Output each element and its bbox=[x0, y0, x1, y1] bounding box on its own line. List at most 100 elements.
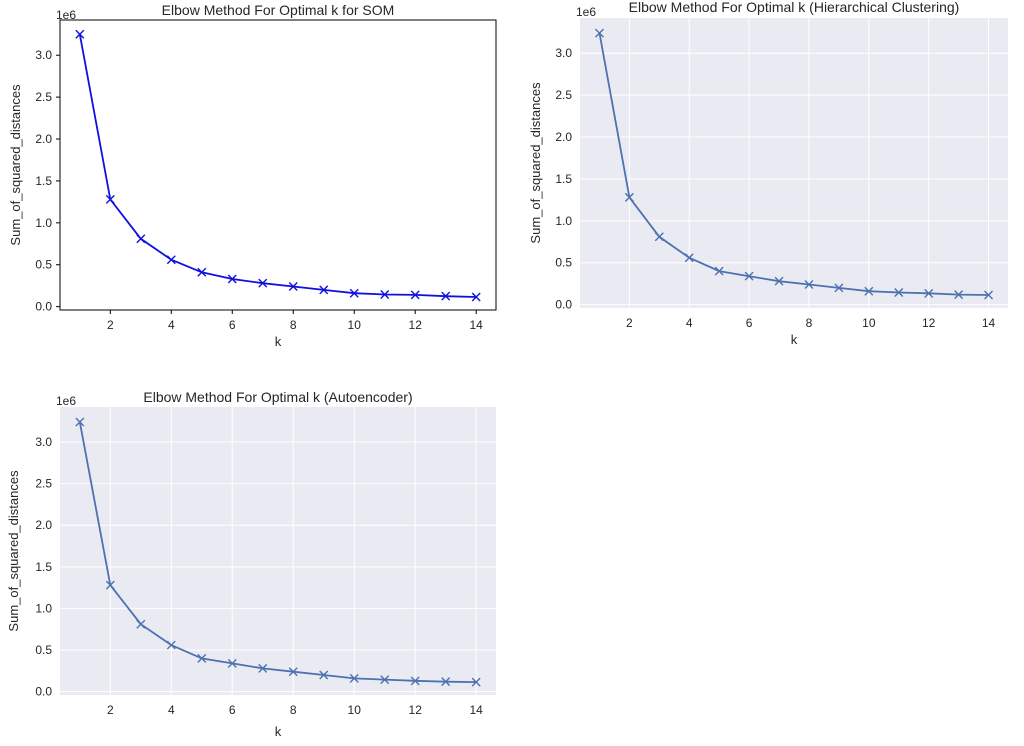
hier-data-point bbox=[834, 283, 844, 293]
hier-data-point bbox=[954, 290, 964, 300]
ae-y-tick-label: 1.0 bbox=[35, 601, 52, 615]
hier-data-point bbox=[894, 287, 904, 297]
som-y-tick-label: 2.0 bbox=[35, 132, 52, 146]
som-data-point bbox=[258, 278, 268, 288]
som-data-point bbox=[227, 274, 237, 284]
som-y-tick-label: 0.5 bbox=[35, 258, 52, 272]
ae-x-tick-label: 14 bbox=[470, 703, 484, 717]
hier-data-point bbox=[684, 253, 694, 263]
hier-y-offset-label: 1e6 bbox=[576, 5, 596, 19]
ae-data-point bbox=[258, 663, 268, 673]
som-data-point bbox=[197, 267, 207, 277]
ae-y-tick-label: 1.5 bbox=[35, 560, 52, 574]
hier-y-tick-label: 0.0 bbox=[555, 298, 572, 312]
ae-x-axis-label: k bbox=[275, 724, 282, 739]
som-y-tick-label: 1.0 bbox=[35, 216, 52, 230]
som-x-tick-label: 12 bbox=[409, 318, 423, 332]
hier-data-point bbox=[804, 280, 814, 290]
som-x-tick-label: 8 bbox=[290, 318, 297, 332]
ae-y-tick-label: 3.0 bbox=[35, 435, 52, 449]
ae-x-tick-label: 6 bbox=[229, 703, 236, 717]
ae-data-point bbox=[288, 667, 298, 677]
som-y-tick-label: 3.0 bbox=[35, 48, 52, 62]
hier-data-point bbox=[924, 288, 934, 298]
ae-data-point bbox=[410, 676, 420, 686]
ae-chart-title: Elbow Method For Optimal k (Autoencoder) bbox=[143, 389, 412, 405]
hier-y-tick-label: 0.5 bbox=[555, 256, 572, 270]
som-elbow-chart: 2 4 6 8 10 12 14 0.0 0.5 1.0 1.5 2.0 2.5 3.0 Elbow Met… bbox=[0, 0, 510, 360]
ae-data-point bbox=[227, 658, 237, 668]
ae-plot-area bbox=[60, 407, 496, 695]
hier-y-tick-label: 3.0 bbox=[555, 46, 572, 60]
som-x-tick-label: 10 bbox=[348, 318, 362, 332]
hier-data-point bbox=[984, 290, 994, 300]
hier-data-point bbox=[864, 286, 874, 296]
ae-x-tick-label: 12 bbox=[409, 703, 423, 717]
som-data-point bbox=[288, 282, 298, 292]
som-series-line bbox=[78, 34, 477, 298]
ae-data-point bbox=[75, 417, 85, 427]
som-x-tick-label: 2 bbox=[107, 318, 114, 332]
hier-chart-title: Elbow Method For Optimal k (Hierarchical… bbox=[629, 0, 960, 15]
ae-data-point bbox=[319, 670, 329, 680]
hierarchical-elbow-chart-svg: 2 4 6 8 10 12 14 0.0 0.5 1.0 1.5 2.0 2.5 3.0 Elbow Met… bbox=[528, 0, 1008, 347]
autoencoder-elbow-chart: 2 4 6 8 10 12 14 0.0 0.5 1.0 1.5 2.0 2.5 3.0 Elbow Met… bbox=[0, 385, 510, 741]
ae-x-tick-label: 10 bbox=[348, 703, 362, 717]
hier-x-tick-label: 4 bbox=[686, 316, 693, 330]
som-data-point bbox=[105, 194, 115, 204]
hier-data-point bbox=[654, 232, 664, 242]
hierarchical-elbow-chart: 2 4 6 8 10 12 14 0.0 0.5 1.0 1.5 2.0 2.5 3.0 Elbow Met… bbox=[520, 0, 1024, 360]
ae-data-point bbox=[197, 653, 207, 663]
ae-y-tick-label: 2.5 bbox=[35, 477, 52, 491]
ae-series-line bbox=[78, 421, 477, 683]
som-y-offset-label: 1e6 bbox=[56, 8, 76, 22]
som-data-point bbox=[136, 234, 146, 244]
ae-data-point bbox=[349, 673, 359, 683]
som-data-point bbox=[349, 288, 359, 298]
autoencoder-elbow-chart-svg: 2 4 6 8 10 12 14 0.0 0.5 1.0 1.5 2.0 2.5 3.0 Elbow Met… bbox=[6, 389, 496, 739]
som-data-point bbox=[471, 292, 481, 302]
hier-x-axis-label: k bbox=[791, 332, 798, 347]
ae-y-offset-label: 1e6 bbox=[56, 394, 76, 408]
hier-data-point bbox=[594, 28, 604, 38]
som-x-tick-label: 6 bbox=[229, 318, 236, 332]
ae-y-tick-label: 0.0 bbox=[35, 685, 52, 699]
ae-y-tick-label: 0.5 bbox=[35, 643, 52, 657]
som-data-point bbox=[380, 289, 390, 299]
hier-y-tick-label: 2.5 bbox=[555, 88, 572, 102]
ae-data-point bbox=[380, 675, 390, 685]
som-data-point bbox=[319, 285, 329, 295]
som-chart-title: Elbow Method For Optimal k for SOM bbox=[162, 2, 395, 18]
hier-plot-area bbox=[580, 18, 1008, 308]
hier-x-tick-label: 6 bbox=[746, 316, 753, 330]
hier-data-point bbox=[744, 271, 754, 281]
hier-data-point bbox=[624, 192, 634, 202]
ae-x-tick-label: 4 bbox=[168, 703, 175, 717]
hier-x-tick-label: 8 bbox=[806, 316, 813, 330]
som-data-point bbox=[75, 29, 85, 39]
hier-y-axis-label: Sum_of_squared_distances bbox=[528, 82, 543, 244]
som-y-tick-label: 2.5 bbox=[35, 90, 52, 104]
ae-data-point bbox=[166, 640, 176, 650]
ae-y-axis-label: Sum_of_squared_distances bbox=[6, 470, 21, 632]
som-plot-area bbox=[59, 19, 497, 311]
hier-x-tick-label: 14 bbox=[982, 316, 996, 330]
som-data-point bbox=[410, 290, 420, 300]
hier-y-tick-label: 2.0 bbox=[555, 130, 572, 144]
hier-y-tick-label: 1.5 bbox=[555, 172, 572, 186]
som-x-tick-label: 4 bbox=[168, 318, 175, 332]
som-elbow-chart-svg: 2 4 6 8 10 12 14 0.0 0.5 1.0 1.5 2.0 2.5 3.0 Elbow Met… bbox=[8, 2, 497, 349]
hier-data-point bbox=[774, 276, 784, 286]
ae-data-point bbox=[105, 580, 115, 590]
som-y-tick-label: 0.0 bbox=[35, 300, 52, 314]
hier-series-line bbox=[598, 32, 989, 296]
hier-x-tick-label: 10 bbox=[862, 316, 876, 330]
som-x-axis-label: k bbox=[275, 334, 282, 349]
ae-data-point bbox=[471, 677, 481, 687]
som-data-point bbox=[166, 255, 176, 265]
ae-data-point bbox=[136, 619, 146, 629]
som-y-tick-label: 1.5 bbox=[35, 174, 52, 188]
som-y-axis-label: Sum_of_squared_distances bbox=[8, 84, 23, 246]
hier-x-tick-label: 12 bbox=[922, 316, 936, 330]
hier-x-tick-label: 2 bbox=[626, 316, 633, 330]
